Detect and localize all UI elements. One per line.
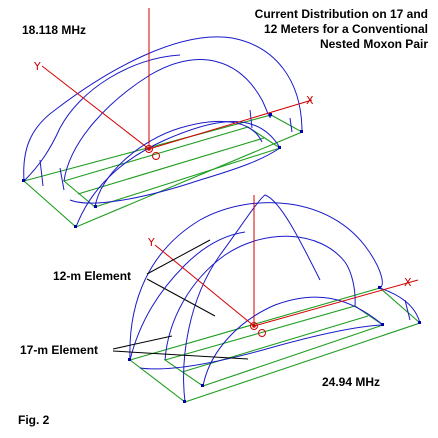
figure-label: Fig. 2 <box>18 413 50 427</box>
top-node <box>269 113 272 116</box>
bottom-outer-current-lobe <box>129 202 383 361</box>
callout-leaders <box>112 239 249 360</box>
top-feed-point-inner <box>147 147 151 151</box>
leader-17m-b <box>112 350 249 360</box>
top-outer-current-lobe <box>23 36 303 182</box>
top-inner-current-lobe <box>63 59 272 182</box>
title-line-2: 12 Meters for a Conventional <box>264 22 428 36</box>
bottom-frequency-label: 24.94 MHz <box>322 375 380 389</box>
title-line-1: Current Distribution on 17 and <box>255 7 428 21</box>
bottom-node <box>128 358 131 361</box>
top-node <box>94 205 97 208</box>
bottom-feed-point <box>250 322 258 330</box>
bottom-x-axis-glyph: X <box>404 276 412 289</box>
top-inner-current-arc <box>75 121 281 228</box>
bottom-node <box>418 321 421 324</box>
callout-12m-element: 12-m Element <box>53 269 131 283</box>
top-y-axis-glyph: Y <box>33 60 41 73</box>
top-node <box>74 225 77 228</box>
title-line-3: Nested Moxon Pair <box>320 37 428 51</box>
top-feed-point <box>145 145 153 153</box>
bottom-current-curves <box>129 194 421 403</box>
bottom-lower-current <box>139 324 384 370</box>
top-lower-current <box>69 147 281 204</box>
bottom-y-axis-glyph: Y <box>147 236 155 249</box>
top-node <box>278 146 281 149</box>
bottom-feed-current <box>202 296 384 387</box>
top-inner-element <box>62 126 282 208</box>
top-current-curves <box>23 36 303 228</box>
top-feed-current <box>94 120 263 208</box>
bottom-outer-current-front <box>129 231 246 361</box>
figure-title: Current Distribution on 17 and 12 Meters… <box>255 7 429 51</box>
top-node <box>300 130 303 133</box>
top-node <box>22 179 25 182</box>
bottom-node <box>381 323 384 326</box>
bottom-feed-point-inner <box>252 324 256 328</box>
top-panel: Y X 18.118 MHz <box>22 8 314 228</box>
leader-12m-a <box>146 239 211 275</box>
bottom-inner-current-lobe <box>164 235 356 361</box>
bottom-inner-gap <box>181 315 369 373</box>
bottom-y-axis <box>154 244 255 327</box>
bottom-node <box>201 384 204 387</box>
top-drop-lines <box>39 109 293 191</box>
top-axes <box>41 8 313 160</box>
callout-17m-element: 17-m Element <box>20 343 98 357</box>
top-x-axis-glyph: X <box>306 94 314 107</box>
top-inner-gap <box>77 137 265 195</box>
bottom-panel: Y X 24.94 MHz <box>128 194 422 403</box>
bottom-node <box>183 400 186 403</box>
bottom-axis-origin-marker <box>258 329 266 337</box>
bottom-axes <box>154 195 419 337</box>
bottom-x-axis <box>253 279 419 327</box>
leader-12m-b <box>146 278 216 317</box>
leader-17m-a <box>112 335 173 350</box>
top-wire-nodes <box>22 113 303 228</box>
top-frequency-label: 18.118 MHz <box>22 23 86 37</box>
bottom-right-current <box>379 287 421 324</box>
top-outer-current-front <box>23 54 181 182</box>
bottom-peak-current <box>183 194 321 403</box>
top-axis-origin-marker <box>152 152 160 160</box>
top-y-axis <box>41 65 150 150</box>
bottom-node <box>378 286 381 289</box>
top-x-axis <box>148 99 313 150</box>
bottom-wire-nodes <box>128 286 421 403</box>
